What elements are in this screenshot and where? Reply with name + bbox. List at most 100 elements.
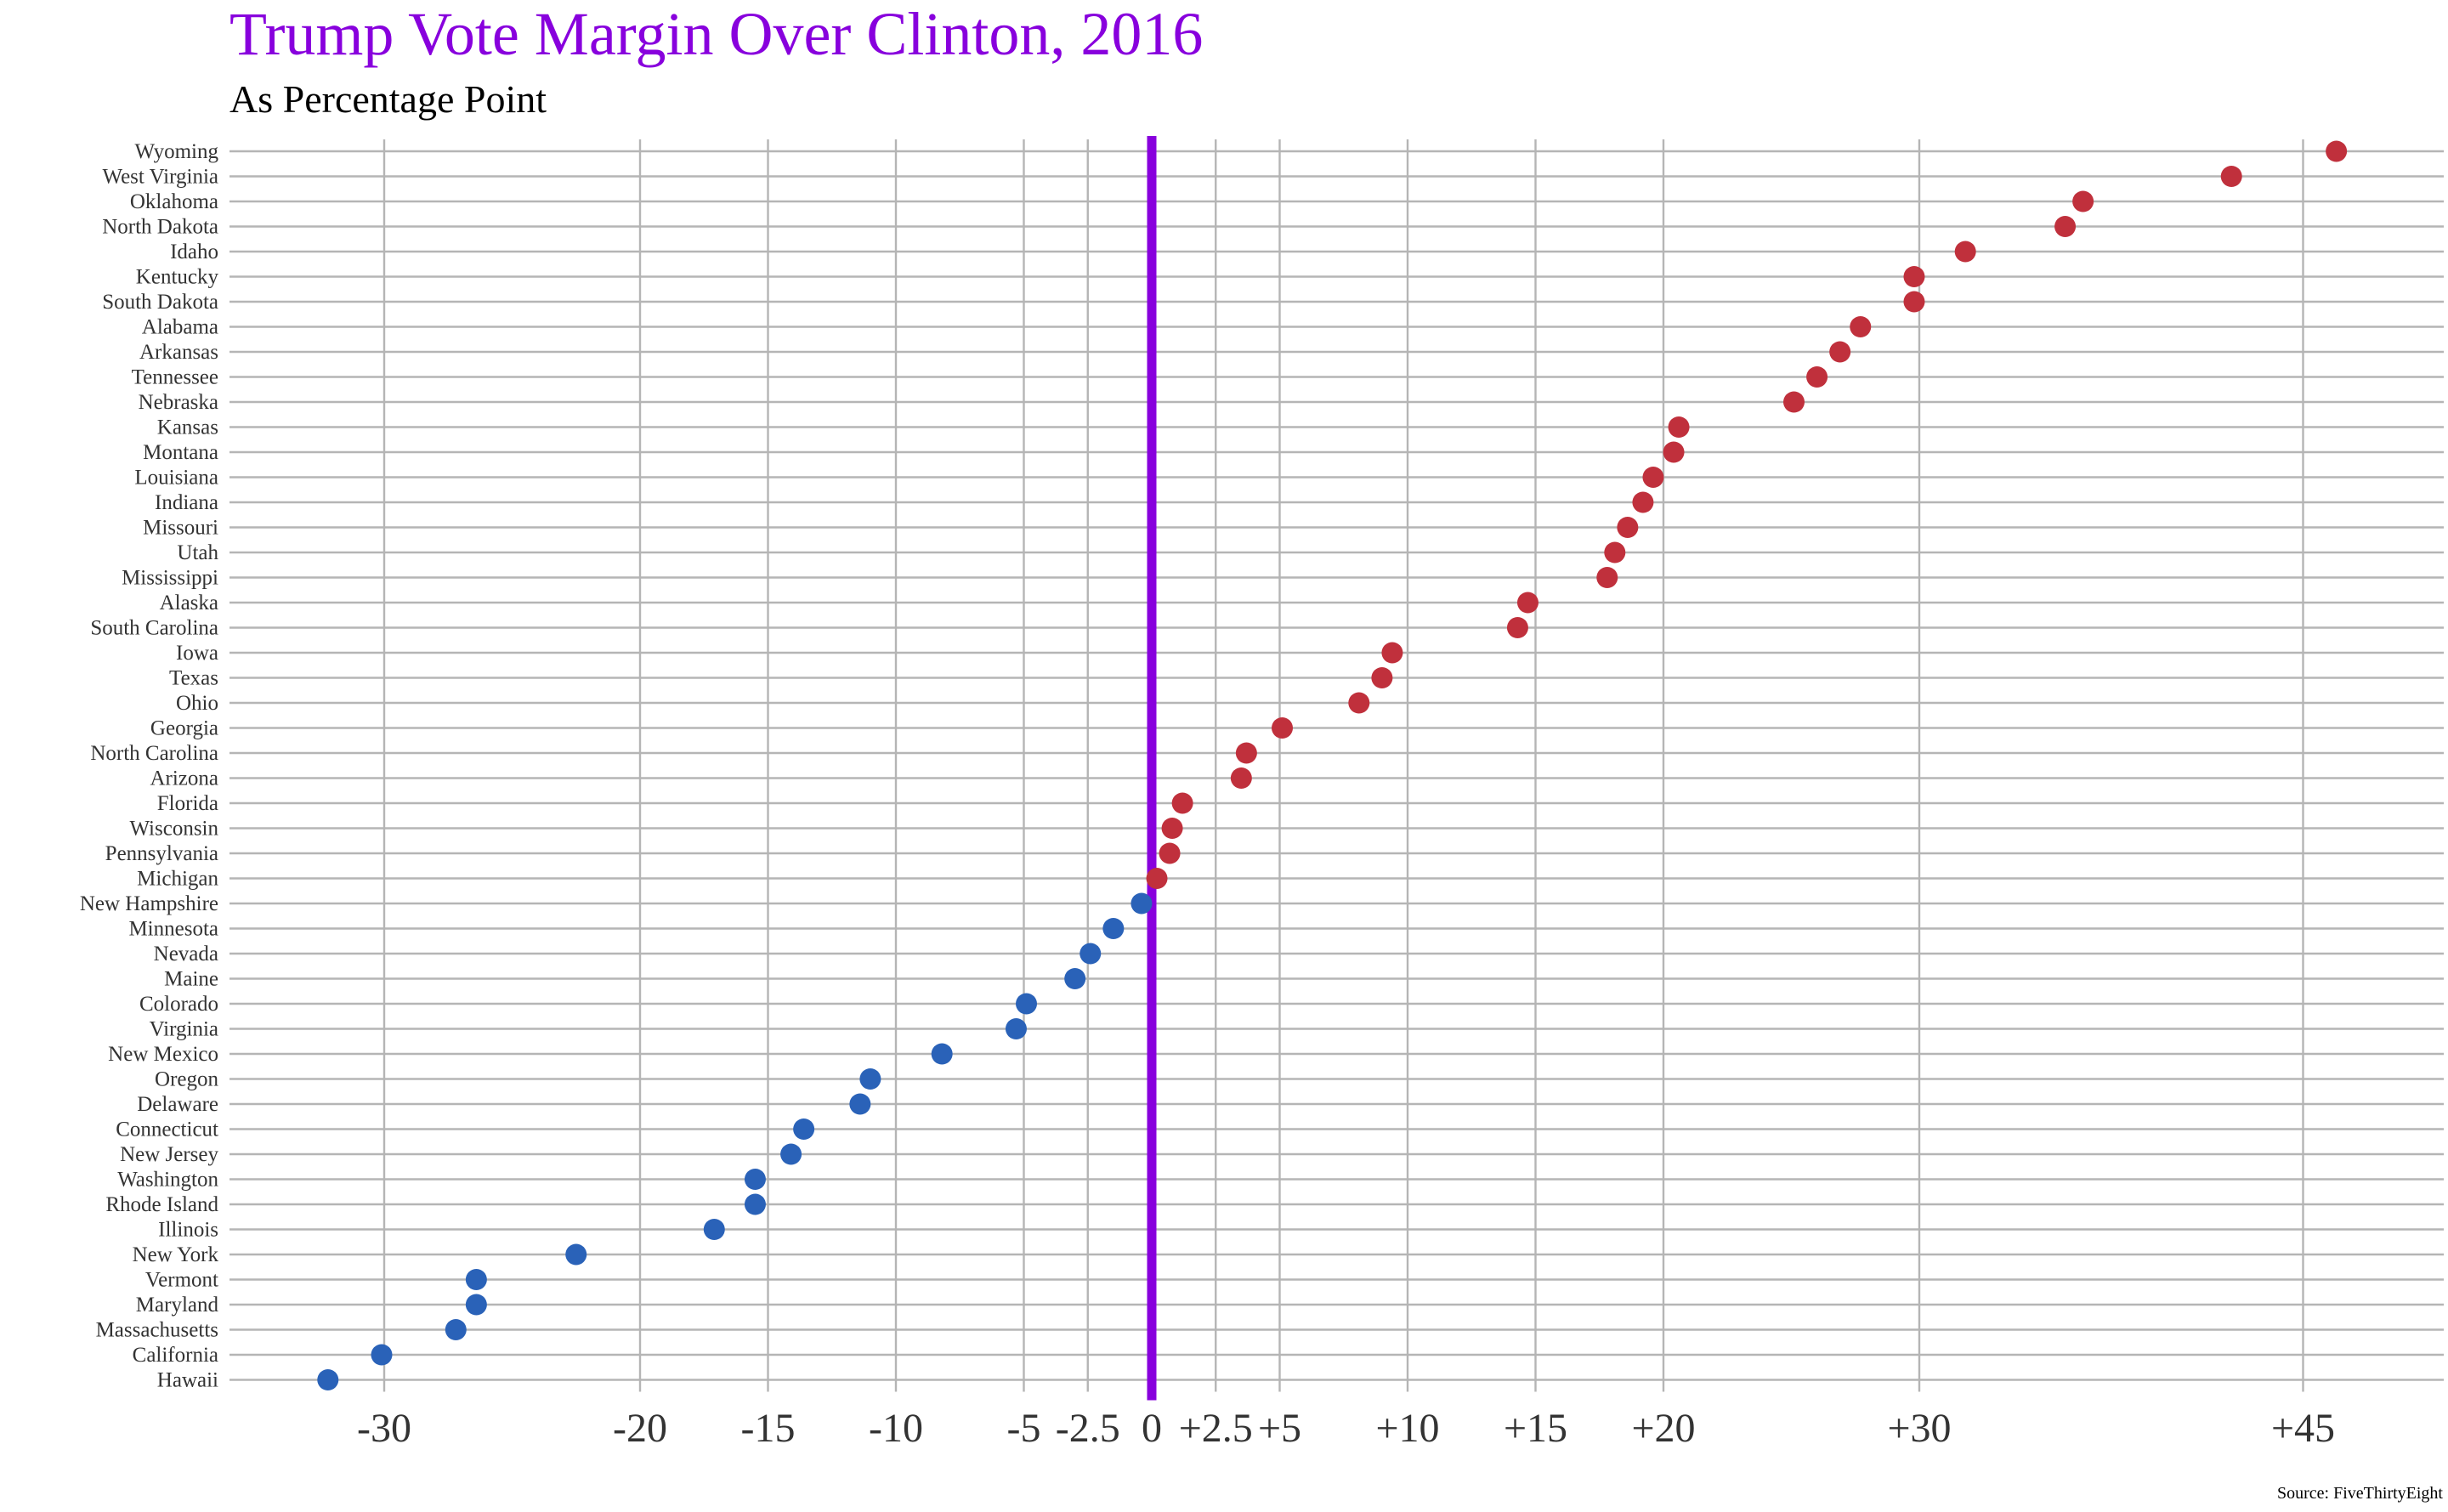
data-point [1080, 943, 1102, 965]
state-label: Texas [169, 667, 218, 690]
data-point [1617, 517, 1639, 538]
data-point [1632, 491, 1654, 513]
state-label: Michigan [137, 868, 218, 891]
data-point [1903, 266, 1925, 287]
data-point [1161, 818, 1183, 839]
data-point [1642, 467, 1664, 488]
data-point [1663, 441, 1685, 463]
data-point [1783, 391, 1805, 413]
x-tick-label: +10 [1375, 1406, 1439, 1451]
state-label: Washington [117, 1169, 218, 1192]
state-label: Arizona [150, 767, 218, 790]
state-label: Kentucky [136, 266, 219, 289]
x-tick-label: -15 [741, 1406, 796, 1451]
data-point [1171, 792, 1193, 814]
state-label: Georgia [150, 717, 218, 740]
state-label: New Mexico [108, 1043, 218, 1066]
x-tick-label: +2.5 [1179, 1406, 1253, 1451]
data-point [1903, 291, 1925, 313]
state-label: Nevada [154, 943, 218, 966]
chart-title: Trump Vote Margin Over Clinton, 2016 [230, 0, 1203, 68]
x-tick-label: +15 [1504, 1406, 1567, 1451]
data-point [1506, 617, 1528, 638]
x-tick-label: +5 [1258, 1406, 1301, 1451]
state-label: Ohio [176, 692, 218, 715]
data-point [744, 1169, 766, 1190]
state-label: South Dakota [102, 291, 218, 314]
state-label: Missouri [143, 517, 218, 540]
data-points [317, 140, 2348, 1390]
x-tick-label: +20 [1631, 1406, 1695, 1451]
data-point [793, 1118, 815, 1140]
data-point [1272, 717, 1294, 739]
x-tick-label: -10 [869, 1406, 923, 1451]
grid [230, 139, 2444, 1392]
state-label: Minnesota [128, 918, 218, 941]
data-point [1954, 241, 1976, 263]
data-point [1146, 868, 1168, 889]
data-point [2054, 216, 2077, 237]
data-point [2326, 140, 2348, 162]
state-label: Connecticut [116, 1118, 218, 1141]
state-label: Arkansas [139, 341, 218, 364]
state-label: Kansas [157, 416, 218, 439]
x-tick-label: -30 [357, 1406, 411, 1451]
data-point [1230, 767, 1252, 789]
data-point [565, 1243, 587, 1266]
state-label: West Virginia [102, 166, 218, 189]
x-tick-label: -20 [613, 1406, 667, 1451]
data-point [1604, 541, 1626, 563]
state-label: Colorado [139, 993, 218, 1016]
state-label: North Carolina [90, 742, 218, 765]
state-label: Wisconsin [129, 818, 218, 841]
data-point [1064, 968, 1086, 989]
state-label: New York [133, 1243, 219, 1266]
source-note: Source: FiveThirtyEight [2277, 1484, 2443, 1503]
state-label: Idaho [170, 241, 218, 263]
data-point [1159, 842, 1181, 864]
state-label: Tennessee [132, 366, 218, 389]
data-point [1130, 892, 1153, 915]
x-tick-label: -5 [1007, 1406, 1041, 1451]
state-label: Maine [164, 968, 218, 991]
state-label: Oregon [155, 1068, 218, 1091]
x-tick-label: -2.5 [1056, 1406, 1120, 1451]
x-tick-label: +30 [1887, 1406, 1951, 1451]
state-label: Delaware [137, 1093, 218, 1116]
x-tick-label: 0 [1142, 1406, 1162, 1451]
data-point [1102, 918, 1125, 939]
data-point [703, 1219, 725, 1240]
state-label: Hawaii [157, 1369, 218, 1392]
state-label: Oklahoma [130, 190, 218, 213]
state-label: Utah [177, 541, 218, 564]
state-label: Indiana [155, 491, 218, 514]
data-point [1829, 341, 1851, 363]
x-axis-tick-labels: -30 -20 -15 -10 -5 -2.5 0 +2.5 +5 +10 +15 +20 +30 +45 [357, 1406, 2335, 1451]
data-point [465, 1269, 487, 1290]
data-point [1596, 567, 1618, 588]
state-label: New Jersey [120, 1143, 218, 1166]
data-point [1348, 692, 1370, 714]
state-label: Wyoming [135, 140, 219, 163]
state-label: Massachusetts [96, 1319, 218, 1342]
state-label: Illinois [158, 1219, 218, 1242]
state-label: Louisiana [134, 467, 218, 490]
data-point [1516, 592, 1538, 614]
data-point [1850, 316, 1872, 337]
data-point [931, 1043, 953, 1065]
state-label: Mississippi [122, 567, 218, 590]
data-point [2072, 190, 2094, 212]
state-label: Nebraska [139, 391, 218, 414]
data-point [1806, 366, 1828, 388]
state-label: North Dakota [102, 216, 218, 239]
state-label: South Carolina [90, 617, 218, 640]
state-label: Rhode Island [105, 1193, 218, 1216]
data-point [859, 1068, 881, 1090]
state-label: New Hampshire [80, 892, 218, 915]
state-label: Virginia [150, 1018, 218, 1041]
data-point [371, 1344, 393, 1366]
state-label: Florida [157, 792, 218, 815]
data-point [1235, 742, 1257, 764]
